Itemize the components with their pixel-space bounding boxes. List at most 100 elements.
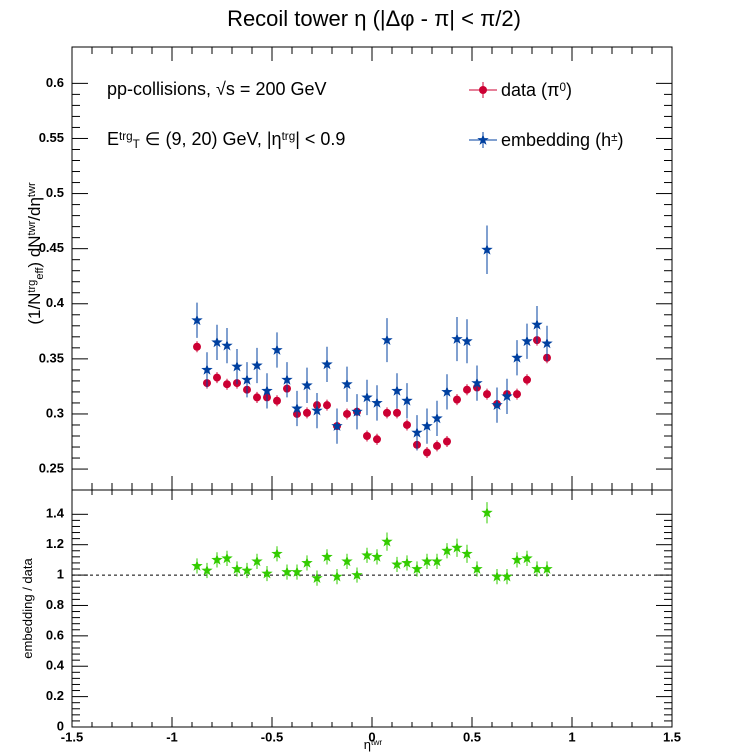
data-point [373, 435, 381, 444]
data-point [391, 384, 403, 396]
data-point [453, 395, 461, 404]
data-point [381, 334, 393, 345]
data-point [323, 401, 331, 410]
y-tick-label: 0.3 [46, 405, 64, 420]
y-tick-label: 0.55 [39, 130, 64, 145]
x-tick-label: 1 [568, 729, 575, 744]
text-part: embedding (h [501, 130, 611, 150]
text-part: pp-collisions, [107, 79, 216, 99]
y-tick-label: 1.4 [46, 506, 65, 521]
x-axis-label: ηtwr [364, 737, 383, 752]
data-point [471, 377, 483, 388]
data-point [511, 553, 523, 565]
data-point [321, 550, 333, 562]
text-part: ∈ (9, 20) GeV, |η [140, 129, 282, 149]
text-part: √s = 200 GeV [216, 79, 326, 99]
data-point [411, 563, 423, 574]
data-point [241, 564, 253, 576]
y-tick-label: 0.45 [39, 240, 64, 255]
y-tick-label: 0.6 [46, 75, 64, 90]
annotation: pp-collisions, √s = 200 GeV [107, 79, 327, 99]
text-part: trg [119, 130, 133, 143]
data-point [281, 566, 293, 577]
data-point [341, 378, 353, 390]
text-part: embedding / data [20, 558, 35, 659]
text-part: twr [26, 220, 38, 235]
data-point [531, 563, 543, 574]
data-point [421, 420, 433, 431]
data-point [271, 547, 283, 559]
data-point [303, 408, 311, 417]
text-part: η [364, 737, 371, 752]
data-point [291, 566, 303, 577]
data-point [423, 448, 431, 457]
data-point [331, 570, 343, 582]
data-point [231, 360, 243, 372]
y-tick-label: 0.8 [46, 597, 64, 612]
y-tick-label: 0.5 [46, 185, 64, 200]
data-point [251, 359, 263, 371]
data-point [363, 432, 371, 441]
x-tick-label: -1.5 [61, 729, 83, 744]
data-point [301, 379, 313, 391]
data-point [513, 390, 521, 399]
data-point [431, 555, 443, 567]
data-point [403, 420, 411, 429]
data-point [381, 535, 393, 547]
data-point [523, 375, 531, 384]
text-part: twr [26, 182, 38, 197]
data-point [441, 385, 453, 397]
data-point [351, 405, 363, 417]
y-tick-label: 0 [57, 718, 64, 733]
chart-title: Recoil tower η (|Δφ - π| < π/2) [227, 6, 521, 31]
text-part: T [133, 138, 140, 151]
y-tick-label: 1.2 [46, 536, 64, 551]
data-point [361, 391, 373, 403]
data-point [261, 567, 273, 579]
text-part: eff [34, 267, 46, 280]
y-tick-label: 1 [57, 567, 64, 582]
data-point [501, 570, 513, 582]
legend-marker [477, 134, 489, 145]
y-tick-label: 0.35 [39, 350, 64, 365]
data-point [371, 550, 383, 562]
text-part: 0 [559, 81, 566, 94]
data-point [371, 396, 383, 408]
x-tick-label: 0.5 [463, 729, 481, 744]
data-point [531, 318, 543, 330]
data-point [433, 441, 441, 450]
data-point [393, 408, 401, 417]
data-point [223, 380, 231, 389]
data-point [441, 544, 453, 556]
y-tick-label: 0.4 [46, 295, 65, 310]
text-part: ± [611, 131, 618, 144]
data-point [221, 339, 233, 351]
text-part: trg [282, 130, 296, 143]
data-point [463, 385, 471, 394]
data-point [501, 390, 513, 402]
data-point [241, 373, 253, 385]
data-point [461, 547, 473, 559]
data-point [351, 569, 363, 580]
data-point [481, 506, 493, 518]
text-part: ) [566, 80, 572, 100]
text-part: | < 0.9 [295, 129, 345, 149]
data-point [521, 335, 533, 347]
text-part: (1/N [25, 293, 44, 325]
data-point [541, 563, 553, 574]
data-point [383, 408, 391, 417]
y-axis-label: embedding / data [20, 558, 35, 659]
data-point [251, 555, 263, 567]
data-point [361, 549, 373, 561]
data-point [311, 572, 323, 583]
data-point [193, 342, 201, 351]
text-part: E [107, 129, 119, 149]
x-tick-label: -1 [166, 729, 178, 744]
legend-marker [479, 86, 487, 94]
data-point [471, 563, 483, 574]
y-tick-label: 0.6 [46, 627, 64, 642]
data-point [341, 555, 353, 567]
text-part: /dη [25, 197, 44, 221]
data-point [253, 393, 261, 402]
